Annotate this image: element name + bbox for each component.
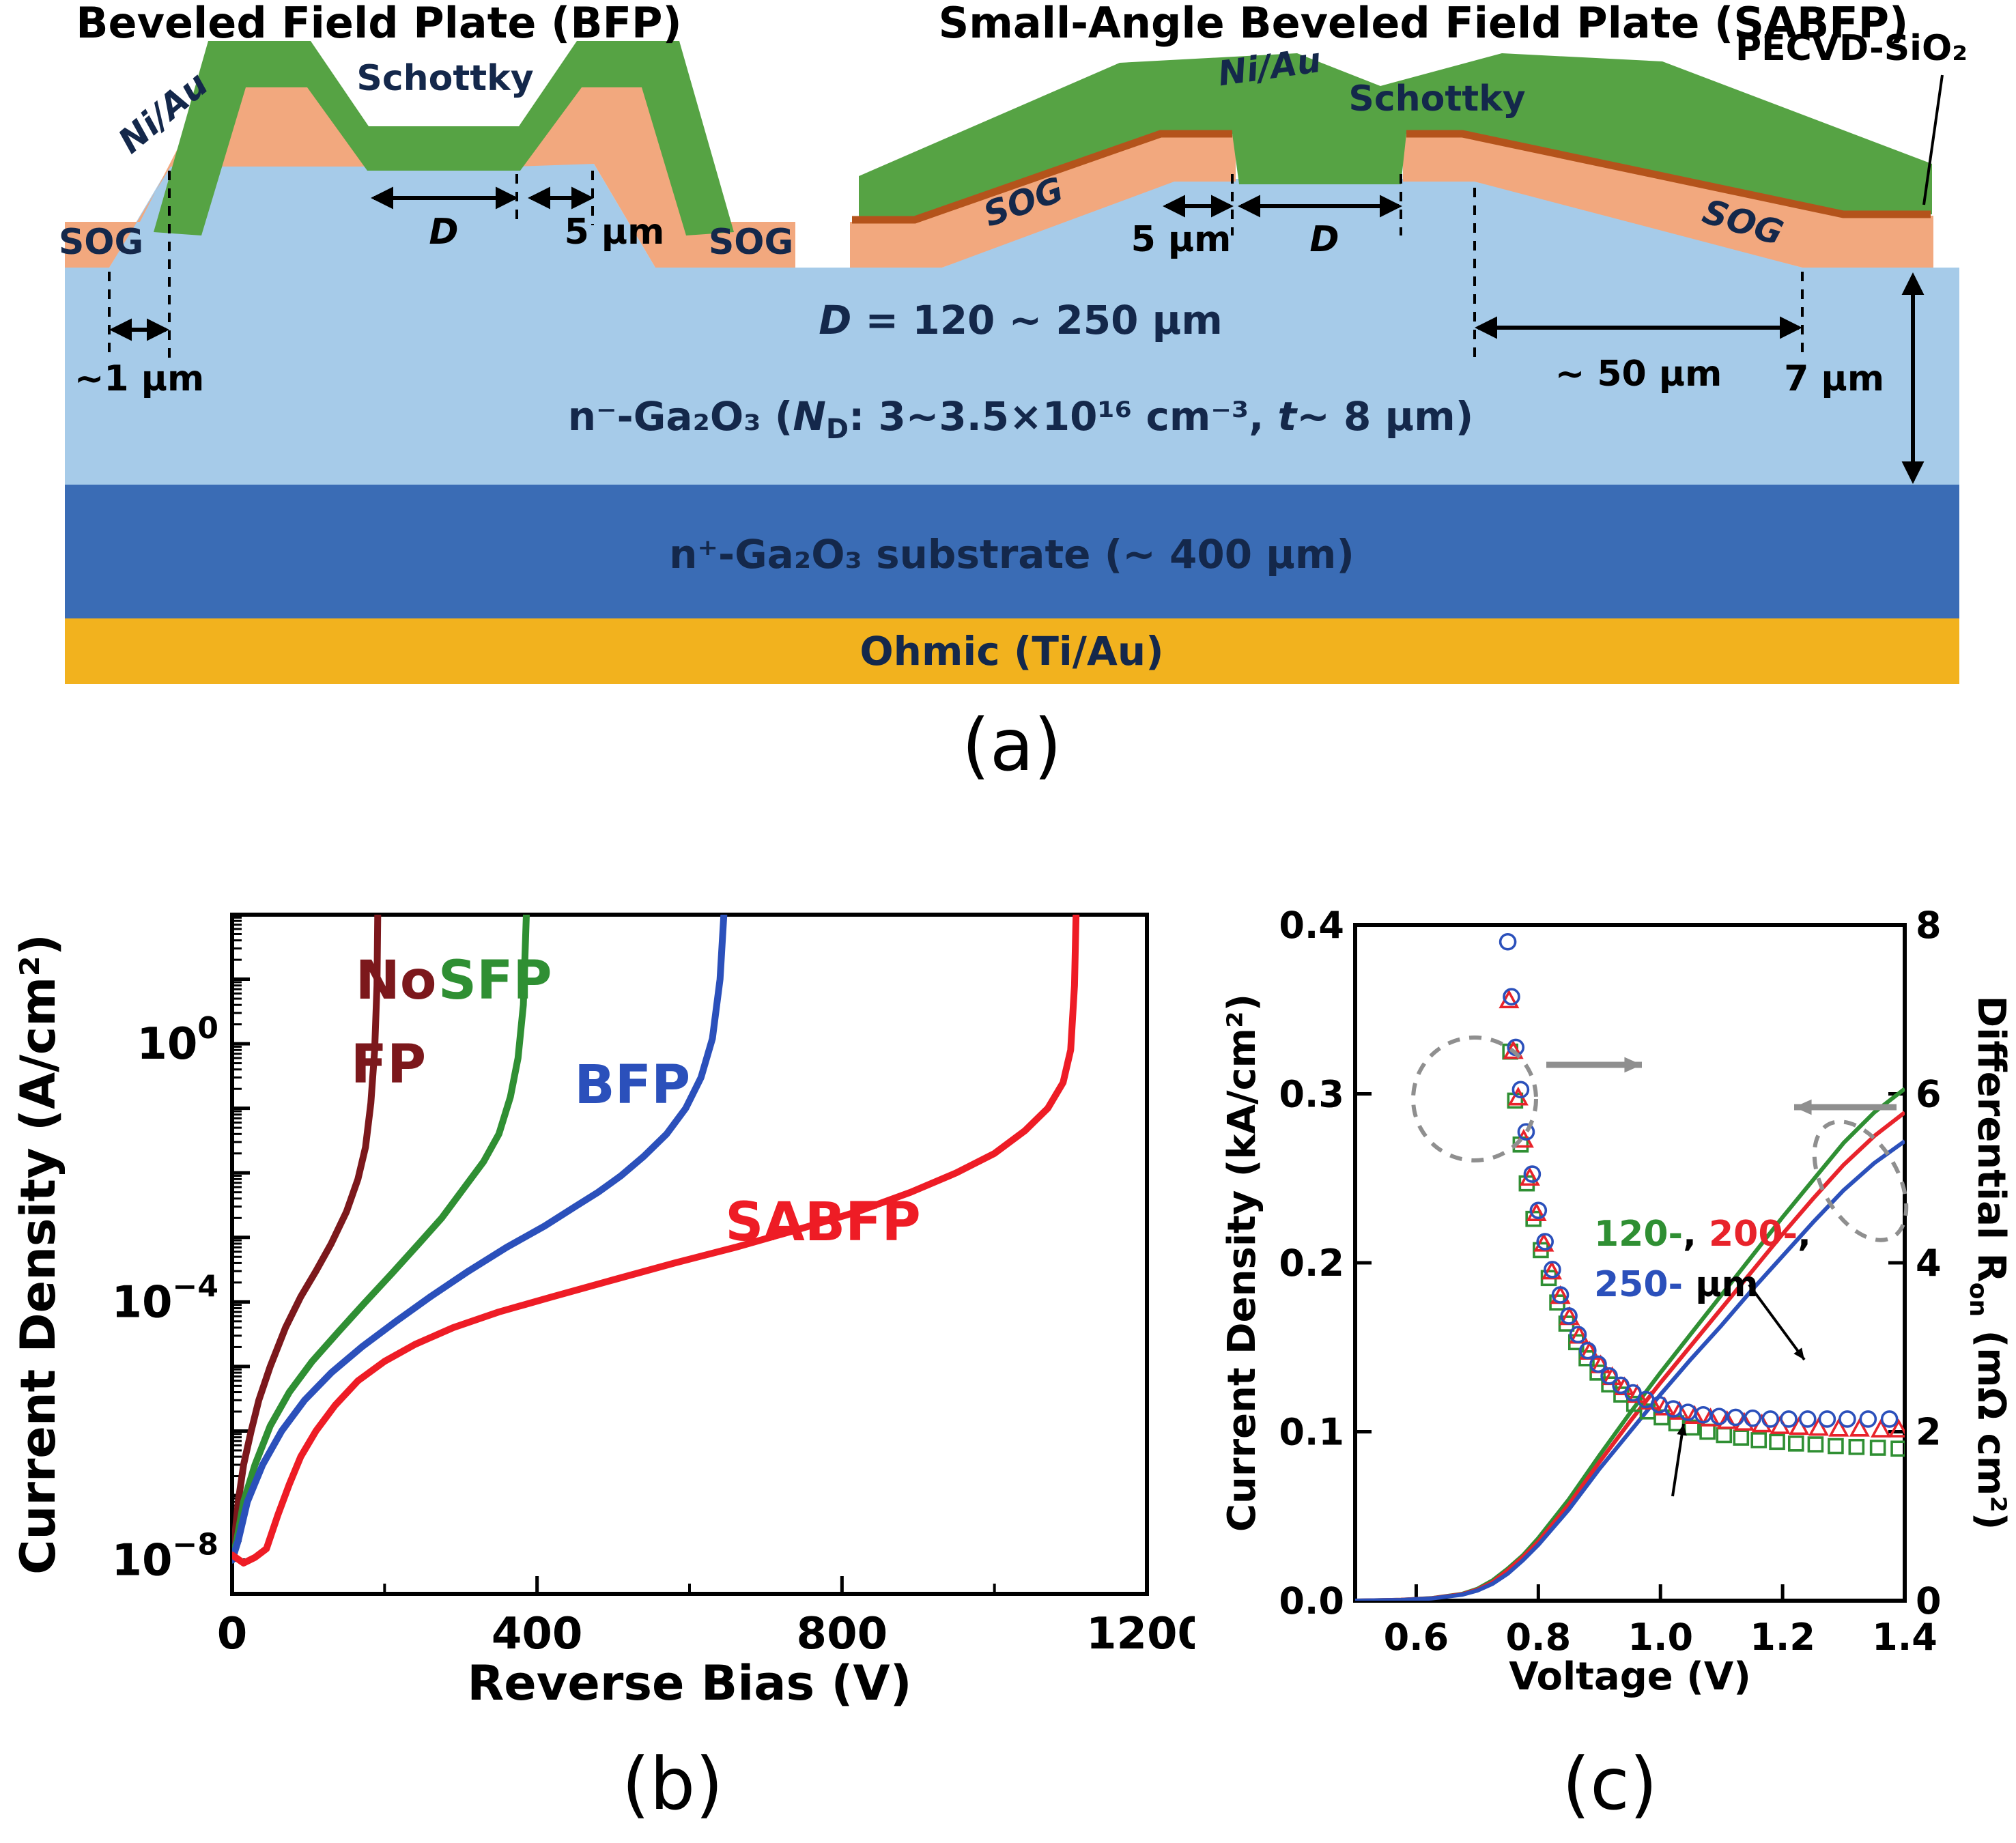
sabfp-sog-right (1403, 135, 1933, 268)
bfp-schottky-label: Schottky (356, 58, 533, 99)
y-left-tick-label-c: 0.4 (1279, 904, 1344, 947)
sabfp-d-label: D (1309, 219, 1339, 260)
series-label-no: No (356, 950, 437, 1012)
x-tick-label-b: 0 (217, 1609, 248, 1659)
y-tick-label-b: 10−4 (111, 1269, 218, 1328)
series-label-sabfp: SABFP (725, 1192, 920, 1253)
pecvd-pointer-line (1922, 74, 1944, 205)
panel-c-forward-chart: (c) 0.6 0.8 1.0 1.2 1.4 0.0 0.1 0.2 0.3 0.4 0 2 4 6 8 1… (1220, 904, 2013, 1826)
y-tick-label-b: 10−8 (111, 1528, 218, 1586)
y-axis-left-label-c: Current Density (kA/cm²) (1220, 994, 1264, 1532)
y-axis-right-label-c: Differential Ron (mΩ cm²) (1964, 996, 2013, 1530)
x-tick-label-b: 1200 (1086, 1609, 1195, 1659)
x-axis-label-b: Reverse Bias (V) (467, 1655, 911, 1711)
bfp-mesa (109, 164, 655, 268)
y-left-tick-label-c: 0.2 (1279, 1242, 1344, 1285)
sabfp-dimension-lines (1163, 174, 1925, 484)
ron-scatter-250-um (1499, 932, 1899, 1428)
x-tick-label-c: 1.2 (1750, 1616, 1815, 1659)
annotation-arrowhead (1794, 1099, 1812, 1115)
x-tick-label-c: 1.0 (1628, 1616, 1693, 1659)
y-right-tick-label-c: 8 (1916, 904, 1942, 947)
annotation-ellipse (1411, 1035, 1538, 1162)
jv-line-120-um (1355, 1087, 1905, 1601)
plot-c: 0.6 0.8 1.0 1.2 1.4 0.0 0.1 0.2 0.3 0.4 0 2 4 6 8 120-,… (1220, 904, 2013, 1699)
x-tick-label-b: 400 (492, 1609, 583, 1659)
y-right-tick-label-c: 2 (1916, 1411, 1942, 1454)
annotation-arrowhead (1624, 1057, 1642, 1073)
sabfp-7um-label: 7 μm (1784, 358, 1884, 399)
sabfp-sog-interface-line-right (1406, 130, 1931, 218)
legend-line-1: 250- μm (1594, 1264, 1759, 1305)
x-tick-label-c: 0.8 (1505, 1616, 1571, 1659)
d-range-label: D = 120 ~ 250 μm (819, 297, 1223, 343)
bfp-5um-label: 5 μm (565, 212, 665, 253)
series-label-sfp: SFP (438, 950, 552, 1012)
annotation-arrow (1671, 1423, 1685, 1497)
annotation-arrow (1748, 1283, 1806, 1361)
annotation-arrowhead (1677, 1424, 1687, 1436)
sabfp-schottky-label: Schottky (1348, 78, 1525, 119)
series-label-fp: FP (351, 1034, 426, 1096)
x-tick-label-b: 800 (797, 1609, 888, 1659)
pecvd-label: PECVD-SiO₂ (1735, 28, 1968, 69)
sabfp-title: Small-Angle Beveled Field Plate (SABFP) (939, 0, 1909, 48)
series-line-bfp (232, 915, 728, 1564)
sabfp-sog-interface-line-left (852, 130, 1232, 224)
annotation-ellipse (1812, 1119, 1909, 1242)
jv-line-250-um (1355, 1139, 1905, 1601)
bfp-metal (154, 41, 734, 235)
ohmic-layer (65, 618, 1959, 684)
caption-c: (c) (1562, 1743, 1658, 1826)
caption-a: (a) (962, 704, 1062, 787)
substrate-layer (65, 485, 1959, 618)
sabfp-5um-label: 5 μm (1131, 219, 1232, 260)
panel-a-device-schematic: Beveled Field Plate (BFP) Small-Angle Be… (59, 0, 1968, 787)
y-right-tick-label-c: 4 (1916, 1242, 1942, 1285)
y-left-tick-label-c: 0.0 (1279, 1580, 1344, 1623)
sabfp-50um-label: ~ 50 μm (1555, 354, 1722, 395)
y-right-tick-label-c: 6 (1916, 1073, 1942, 1116)
plot-frame-b (230, 913, 1149, 1596)
plot-frame-c (1353, 923, 1907, 1603)
y-left-tick-label-c: 0.1 (1279, 1411, 1344, 1454)
bfp-sog-label-right: SOG (709, 222, 793, 263)
bfp-sog-left (65, 72, 365, 268)
bfp-dimension-lines (108, 171, 594, 360)
y-left-tick-label-c: 0.3 (1279, 1073, 1344, 1116)
x-axis-label-c: Voltage (V) (1509, 1655, 1751, 1699)
bfp-title: Beveled Field Plate (BFP) (76, 0, 681, 48)
x-tick-label-c: 0.6 (1384, 1616, 1449, 1659)
epi-layer (65, 268, 1959, 485)
sabfp-mesa (942, 179, 1802, 268)
sabfp-metal (859, 53, 1932, 220)
ohmic-label: Ohmic (Ti/Au) (860, 628, 1163, 674)
sabfp-sog-left (850, 135, 1236, 268)
bfp-1um-label: ~1 μm (74, 358, 204, 399)
y-tick-label-b: 100 (137, 1011, 218, 1070)
substrate-label: n⁺-Ga₂O₃ substrate (~ 400 μm) (669, 531, 1354, 577)
legend-line-0: 120-, 200-, (1594, 1214, 1811, 1255)
y-right-tick-label-c: 0 (1916, 1580, 1942, 1623)
series-label-bfp: BFP (574, 1055, 690, 1116)
annotation-arrowhead (1793, 1347, 1804, 1360)
y-axis-label-b: Current Density (A/cm²) (10, 934, 66, 1575)
series-line-sfp (232, 915, 530, 1564)
series-line-sabfp (232, 915, 1080, 1567)
bfp-d-label: D (429, 212, 458, 253)
series-line-no-fp (232, 915, 382, 1564)
epi-layer-label: n⁻-Ga₂O₃ (ND: 3~3.5×10¹⁶ cm⁻³, t~ 8 μm) (568, 393, 1473, 445)
bfp-sog-label-left: SOG (59, 222, 143, 263)
caption-b: (b) (622, 1743, 724, 1826)
x-tick-label-c: 1.4 (1872, 1616, 1937, 1659)
bfp-sog-right (515, 72, 795, 268)
